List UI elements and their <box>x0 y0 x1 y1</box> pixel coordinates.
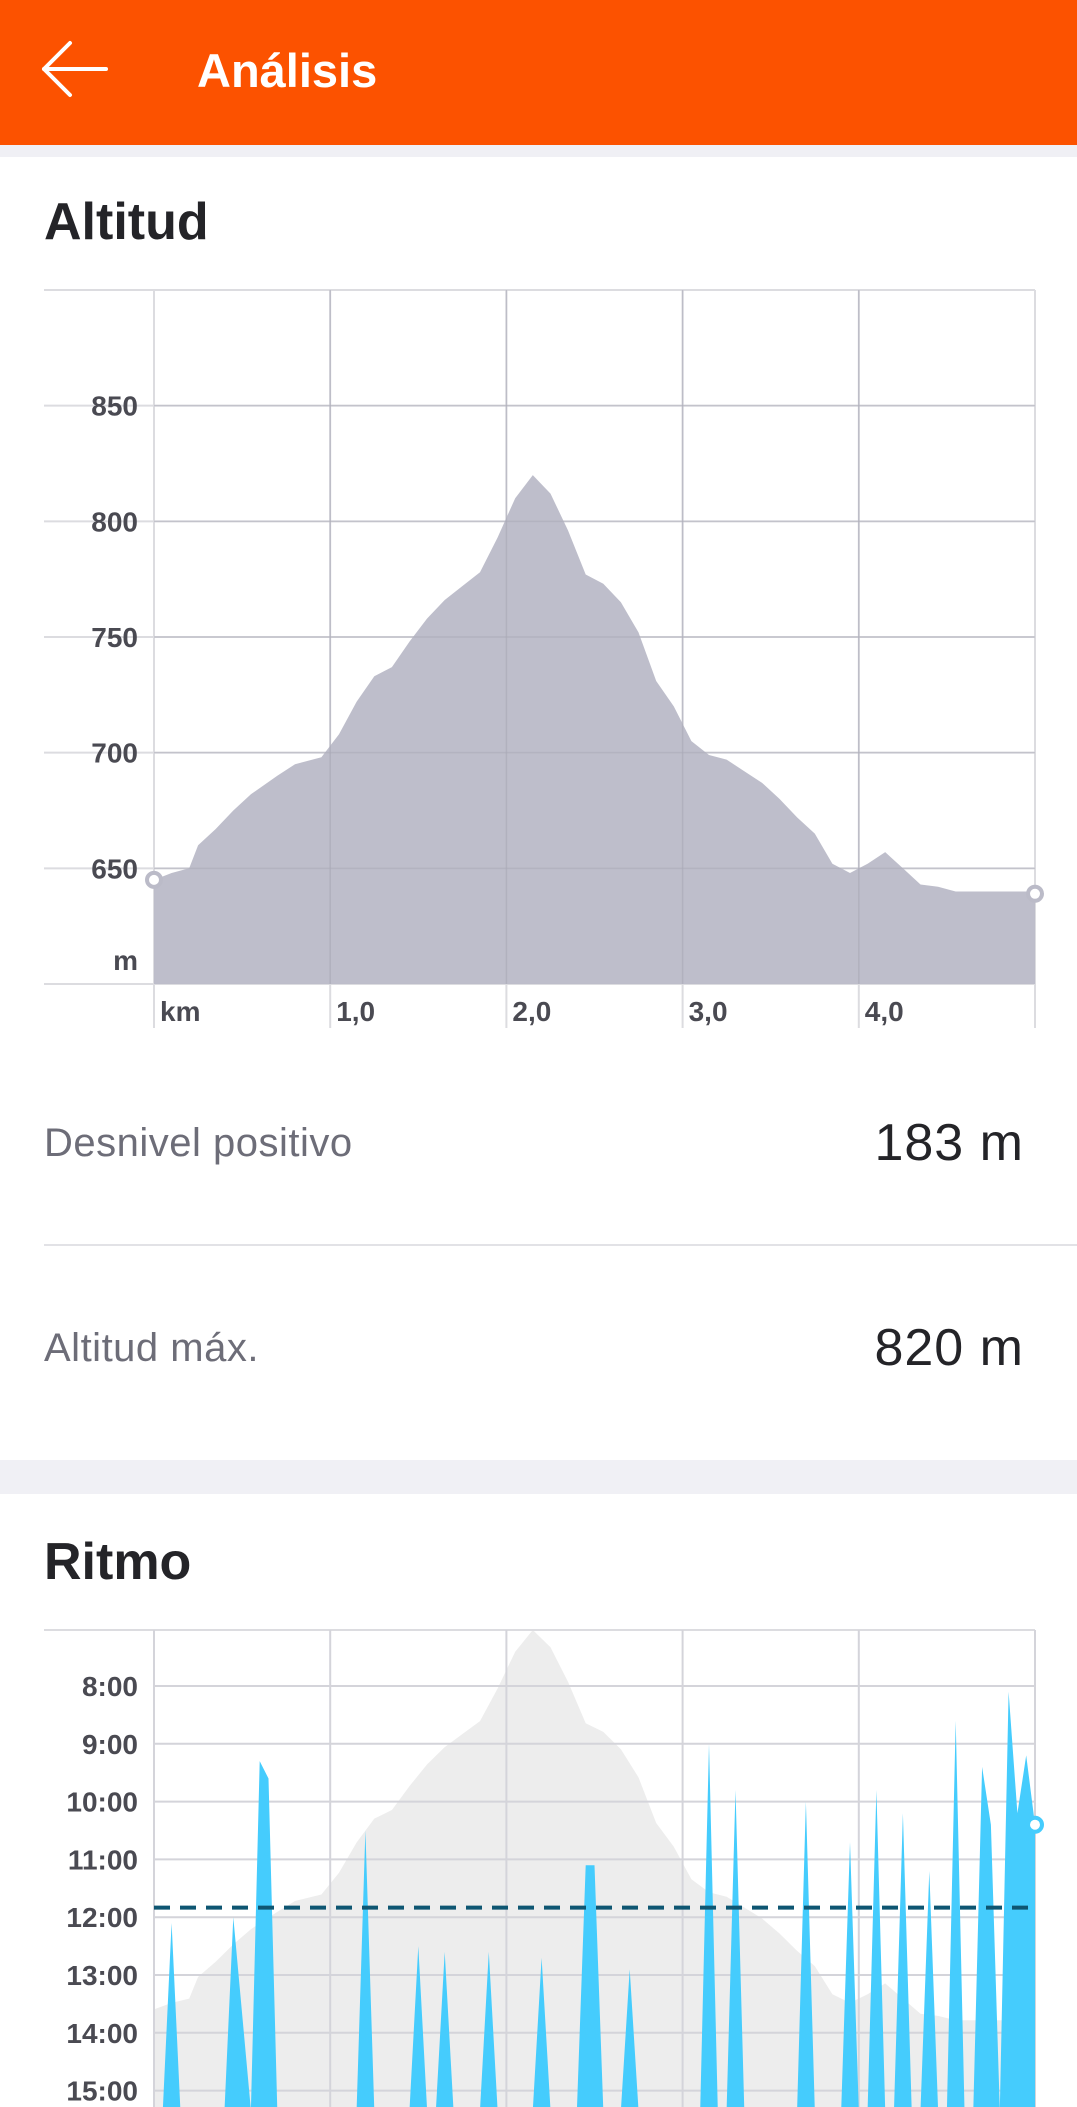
y-tick-label: 10:00 <box>66 1787 138 1818</box>
y-tick-label: 700 <box>91 738 138 769</box>
start-marker <box>145 870 163 889</box>
x-tick-label: 1,0 <box>336 996 375 1027</box>
y-tick-label: 850 <box>91 391 138 422</box>
pace-chart: 8:00 9:00 10:00 11:00 12:00 13:00 14:00 15:00 <box>44 1629 1044 2107</box>
y-tick-label: 8:00 <box>82 1671 138 1702</box>
end-marker <box>1026 884 1044 903</box>
stat-elevation-gain-label: Desnivel positivo <box>44 1121 353 1165</box>
back-button[interactable] <box>40 38 110 100</box>
x-tick-label: 4,0 <box>865 996 904 1027</box>
end-marker <box>1026 1815 1044 1834</box>
y-tick-label: 14:00 <box>66 2018 138 2049</box>
pace-section-title: Ritmo <box>44 1533 192 1591</box>
stat-divider <box>44 1244 1077 1246</box>
altitude-chart: 850 800 750 700 650 mkm 1,0 2,0 3,0 4,0 <box>44 289 1044 1028</box>
y-tick-label: 15:00 <box>66 2076 138 2107</box>
y-tick-label: 9:00 <box>82 1729 138 1760</box>
arrow-left-icon <box>42 41 108 97</box>
pace-area <box>154 1691 1035 2107</box>
y-tick-label: 13:00 <box>66 1960 138 1991</box>
stat-max-altitude-label: Altitud máx. <box>44 1326 259 1370</box>
altitude-section-title: Altitud <box>44 193 209 251</box>
page-title: Análisis <box>197 44 378 97</box>
y-tick-label: 650 <box>91 853 138 884</box>
x-tick-label: 2,0 <box>512 996 551 1027</box>
x-tick-label: km <box>160 996 200 1027</box>
y-tick-label: 800 <box>91 506 138 537</box>
stat-elevation-gain-value: 183 m <box>874 1114 1024 1172</box>
section-separator <box>0 145 1077 157</box>
y-tick-label: 750 <box>91 622 138 653</box>
y-tick-label: 12:00 <box>66 1902 138 1933</box>
altitude-area <box>154 475 1035 984</box>
stat-elevation-gain: Desnivel positivo 183 m <box>44 1108 1024 1178</box>
x-tick-label: 3,0 <box>689 996 728 1027</box>
y-tick-label: m <box>113 945 138 976</box>
app-bar: Análisis <box>0 0 1077 145</box>
stat-max-altitude: Altitud máx. 820 m <box>44 1313 1024 1383</box>
section-separator <box>0 1460 1077 1494</box>
y-tick-label: 11:00 <box>68 1844 138 1875</box>
stat-max-altitude-value: 820 m <box>874 1319 1024 1377</box>
